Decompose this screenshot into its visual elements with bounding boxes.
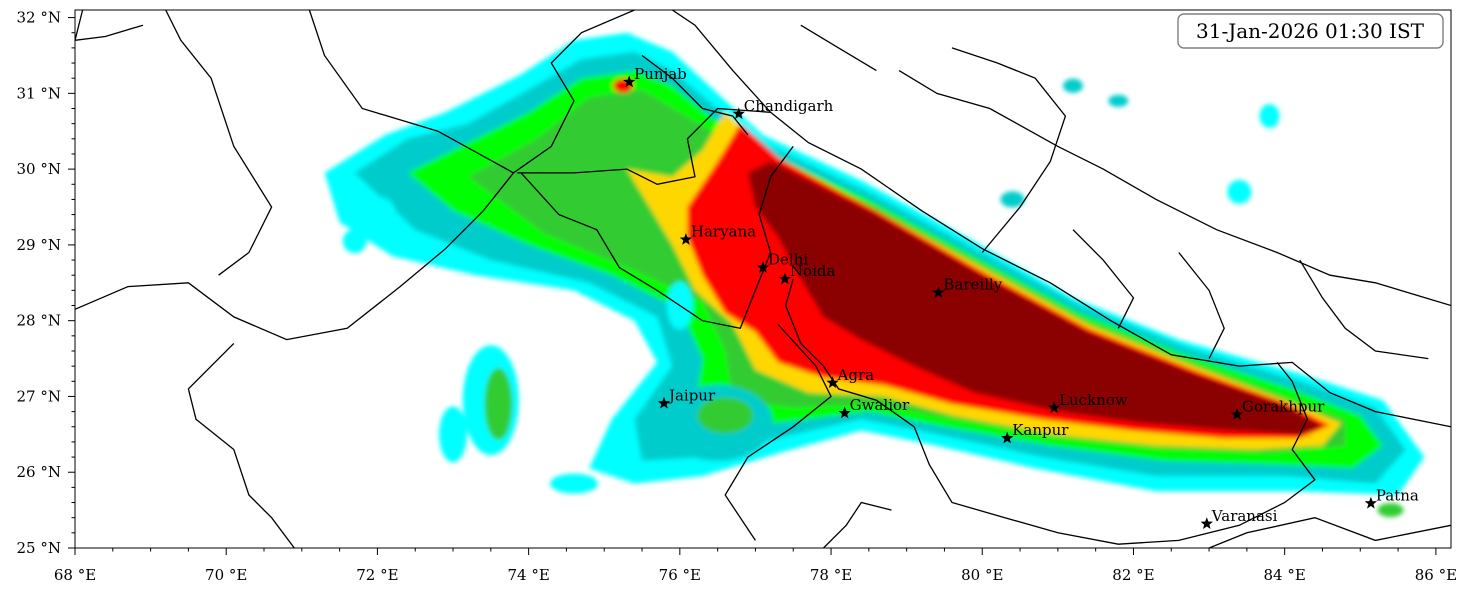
x-tick-label: 80 °E: [961, 566, 1003, 584]
y-tick-label: 32 °N: [17, 9, 61, 27]
x-tick-label: 84 °E: [1264, 566, 1306, 584]
city-label: Patna: [1376, 486, 1419, 504]
y-tick-label: 26 °N: [17, 463, 61, 481]
state-border-haryana: [520, 146, 794, 330]
city-label: Kanpur: [1012, 421, 1069, 439]
city-label: Jaipur: [667, 386, 716, 404]
city-marker-icon: [679, 233, 693, 245]
city-marker-icon: [1364, 496, 1377, 509]
city-label: Delhi: [768, 251, 808, 269]
state-border-hp: [641, 54, 749, 136]
y-tick-label: 27 °N: [17, 387, 61, 405]
y-tick-label: 28 °N: [17, 312, 61, 330]
y-tick-label: 29 °N: [17, 236, 61, 254]
city-label: Gwalior: [850, 396, 910, 414]
admin-boundaries: [75, 10, 1451, 548]
province-border-nepal-3: [1299, 259, 1429, 360]
city-marker-icon: [732, 107, 745, 120]
city-label: Bareilly: [943, 276, 1002, 294]
city-label: Lucknow: [1059, 391, 1128, 409]
fog-patch: [1227, 179, 1252, 204]
x-tick-label: 78 °E: [810, 566, 852, 584]
y-tick-label: 30 °N: [17, 160, 61, 178]
fog-patch: [484, 368, 513, 441]
province-border-3: [75, 10, 144, 41]
city-label: Chandigarh: [744, 97, 834, 115]
state-border-rajasthan: [724, 324, 832, 541]
border-nepal-west: [951, 47, 1067, 253]
fog-patch: [1259, 104, 1280, 129]
border-nepal-north: [898, 70, 1451, 307]
fog-patch: [1108, 94, 1129, 107]
fog-patch: [1062, 78, 1083, 93]
city-marker-icon: [932, 286, 945, 298]
international-border-west: [75, 10, 635, 341]
city-marker-icon: [756, 261, 770, 273]
city-label: Gorakhpur: [1242, 398, 1325, 416]
city-marker-icon: [1200, 517, 1213, 529]
timestamp-label: 31-Jan-2026 01:30 IST: [1196, 19, 1425, 43]
x-tick-label: 82 °E: [1112, 566, 1154, 584]
x-axis: 68 °E 70 °E 72 °E 74 °E 76 °E 78 °E 80 °E 82 °E…: [54, 548, 1457, 584]
x-tick-label: 68 °E: [54, 566, 96, 584]
x-tick-label: 72 °E: [356, 566, 398, 584]
y-axis: 25 °N 26 °N 27 °N 28 °N 29 °N 30 °N 31 °N 32 °N: [17, 9, 75, 557]
fog-patch: [1377, 503, 1404, 518]
city-marker-icon: [657, 396, 671, 409]
city-marker-icon: [838, 406, 851, 419]
state-border-up-south: [785, 278, 1316, 545]
city-marker-icon: [1001, 431, 1014, 444]
fog-patch: [697, 397, 754, 434]
city-marker-icon: [1230, 408, 1244, 420]
x-tick-label: 70 °E: [205, 566, 247, 584]
state-border-mp: [823, 501, 892, 548]
city-label: Varanasi: [1211, 507, 1278, 525]
province-border-2: [308, 10, 514, 174]
x-tick-label: 76 °E: [659, 566, 701, 584]
timestamp-box: 31-Jan-2026 01:30 IST: [1177, 13, 1444, 49]
international-border-north: [671, 10, 1451, 428]
x-tick-label: 74 °E: [507, 566, 549, 584]
y-tick-label: 31 °N: [17, 84, 61, 102]
border-tibet: [800, 24, 877, 72]
state-border-sindh: [187, 342, 295, 548]
city-marker-icon: [778, 272, 792, 285]
plot-frame: [74, 9, 1452, 549]
state-border-punjab: [517, 107, 771, 185]
x-tick-label: 86 °E: [1415, 566, 1457, 584]
city-label: Noida: [790, 262, 836, 280]
city-marker-icon: [826, 376, 839, 389]
fog-level-7: [747, 161, 1323, 435]
state-border-bihar: [1208, 517, 1451, 548]
city-marker-icon: [1047, 401, 1061, 414]
province-border-1: [165, 10, 273, 276]
province-border-nepal-1: [1072, 229, 1135, 329]
city-marker-icon: [623, 75, 636, 88]
fog-patch: [549, 473, 598, 494]
fog-density-field: [324, 32, 1425, 518]
province-border-nepal-2: [1178, 252, 1225, 359]
city-label: Punjab: [634, 65, 687, 83]
city-label: Agra: [837, 366, 875, 384]
fog-patch: [357, 196, 398, 241]
y-tick-label: 25 °N: [17, 539, 61, 557]
fog-patch: [439, 406, 468, 463]
fog-patch: [1000, 191, 1025, 208]
fog-patch: [342, 229, 367, 254]
city-label: Haryana: [691, 223, 756, 241]
